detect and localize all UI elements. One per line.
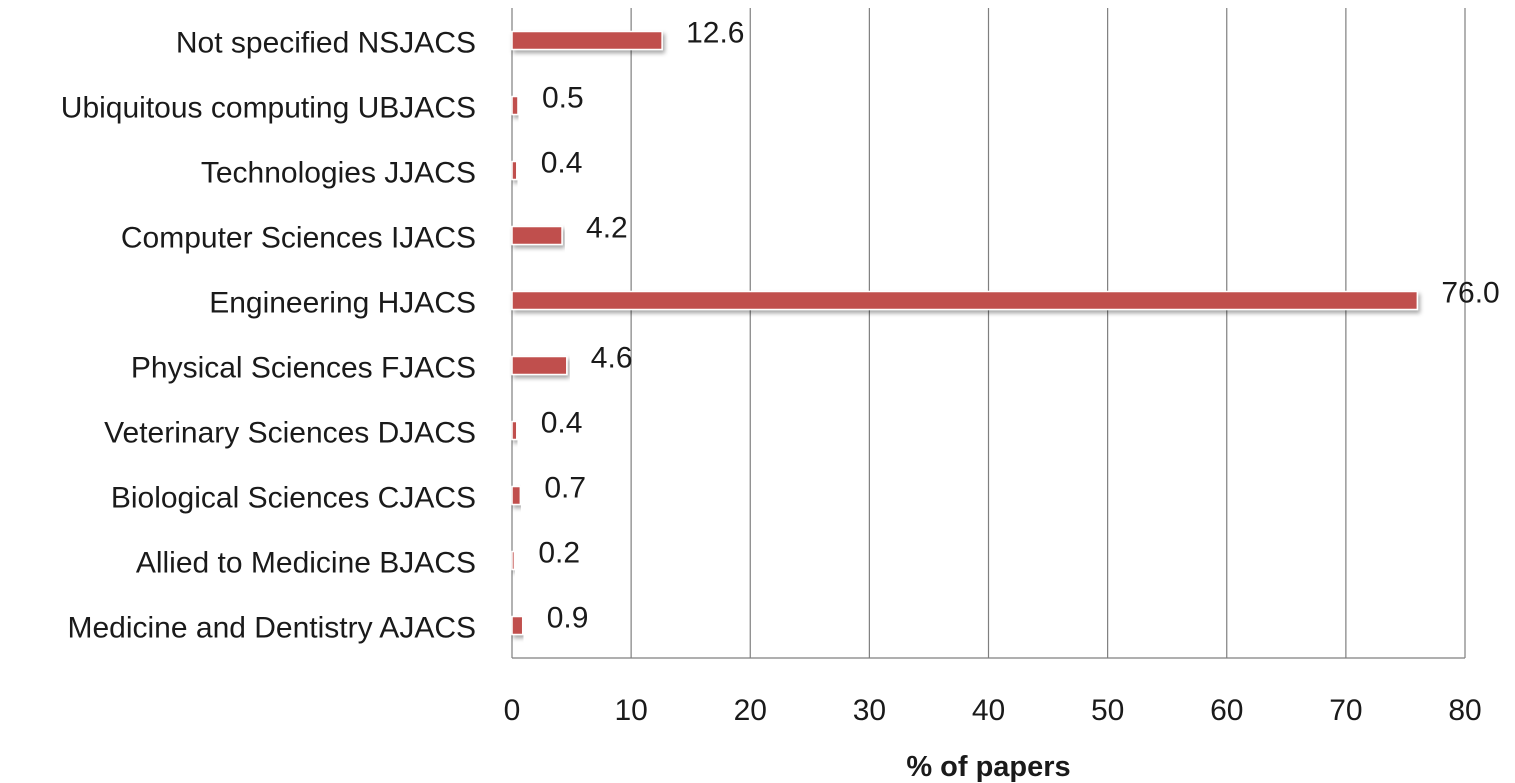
category-label: Computer Sciences IJACS	[121, 222, 476, 255]
x-tick-labels: 0 10 20 30 40 50 60 70 80	[504, 694, 1482, 727]
bar	[511, 615, 524, 636]
category-label: Ubiquitous computing UBJACS	[61, 92, 476, 125]
category-label: Engineering HJACS	[209, 287, 476, 320]
bar	[511, 225, 563, 246]
bar	[511, 160, 518, 181]
data-label: 76.0	[1441, 277, 1499, 310]
bar	[511, 95, 519, 116]
data-label: 12.6	[686, 17, 744, 50]
bar	[511, 355, 568, 376]
x-tick-label: 30	[853, 694, 886, 727]
x-tick-label: 20	[734, 694, 767, 727]
bar	[511, 550, 516, 571]
category-label: Veterinary Sciences DJACS	[104, 417, 476, 450]
category-label: Physical Sciences FJACS	[131, 352, 476, 385]
x-tick-label: 50	[1091, 694, 1124, 727]
category-label: Technologies JJACS	[201, 157, 476, 190]
x-tick-label: 10	[614, 694, 647, 727]
data-label: 0.2	[538, 537, 580, 570]
data-label: 0.7	[544, 472, 586, 505]
x-tick-label: 60	[1210, 694, 1243, 727]
data-label: 0.9	[547, 602, 589, 635]
bar	[511, 30, 663, 51]
data-label: 0.4	[541, 407, 583, 440]
category-label: Not specified NSJACS	[176, 27, 476, 60]
x-tick-label: 80	[1448, 694, 1481, 727]
category-label: Medicine and Dentistry AJACS	[67, 612, 476, 645]
gridlines	[511, 8, 1466, 659]
category-label: Allied to Medicine BJACS	[136, 547, 476, 580]
x-axis-title: % of papers	[906, 751, 1070, 783]
bar	[511, 290, 1419, 311]
data-label: 4.2	[586, 212, 628, 245]
category-label: Biological Sciences CJACS	[111, 482, 476, 515]
category-labels: Medicine and Dentistry AJACS Allied to Me…	[61, 27, 476, 645]
data-label: 4.6	[591, 342, 633, 375]
data-label: 0.5	[542, 82, 584, 115]
data-labels: 0.90.20.70.44.676.04.20.40.512.6	[538, 17, 1499, 635]
bar	[511, 485, 522, 506]
x-tick-label: 40	[972, 694, 1005, 727]
data-label: 0.4	[541, 147, 583, 180]
x-tick-label: 0	[504, 694, 521, 727]
bar	[511, 420, 518, 441]
x-tick-label: 70	[1329, 694, 1362, 727]
bars	[511, 30, 1419, 636]
